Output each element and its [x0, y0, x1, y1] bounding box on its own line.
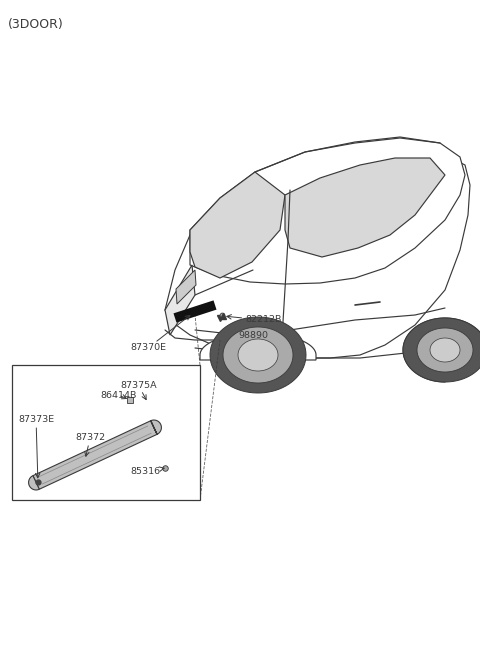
- Text: 87372: 87372: [75, 434, 105, 457]
- Polygon shape: [165, 265, 195, 335]
- Polygon shape: [165, 145, 470, 358]
- Polygon shape: [285, 158, 445, 257]
- Polygon shape: [417, 328, 473, 372]
- Text: 87373E: 87373E: [18, 415, 54, 477]
- Text: 82212B: 82212B: [227, 314, 281, 324]
- Polygon shape: [430, 338, 460, 362]
- Text: 85316: 85316: [130, 467, 164, 476]
- Polygon shape: [403, 318, 480, 382]
- Text: (3DOOR): (3DOOR): [8, 18, 64, 31]
- Text: 87370E: 87370E: [130, 315, 190, 352]
- Polygon shape: [403, 318, 480, 382]
- Polygon shape: [33, 421, 157, 489]
- Polygon shape: [223, 327, 293, 383]
- Text: 86414B: 86414B: [100, 390, 136, 400]
- Polygon shape: [29, 476, 39, 490]
- Text: 98890: 98890: [238, 331, 268, 339]
- Polygon shape: [210, 317, 306, 393]
- Polygon shape: [238, 339, 278, 371]
- Polygon shape: [176, 270, 196, 304]
- Polygon shape: [190, 137, 465, 284]
- Polygon shape: [190, 172, 285, 278]
- Bar: [12, 365, 200, 500]
- Polygon shape: [151, 420, 161, 434]
- Text: 87375A: 87375A: [120, 381, 156, 400]
- Polygon shape: [200, 333, 316, 360]
